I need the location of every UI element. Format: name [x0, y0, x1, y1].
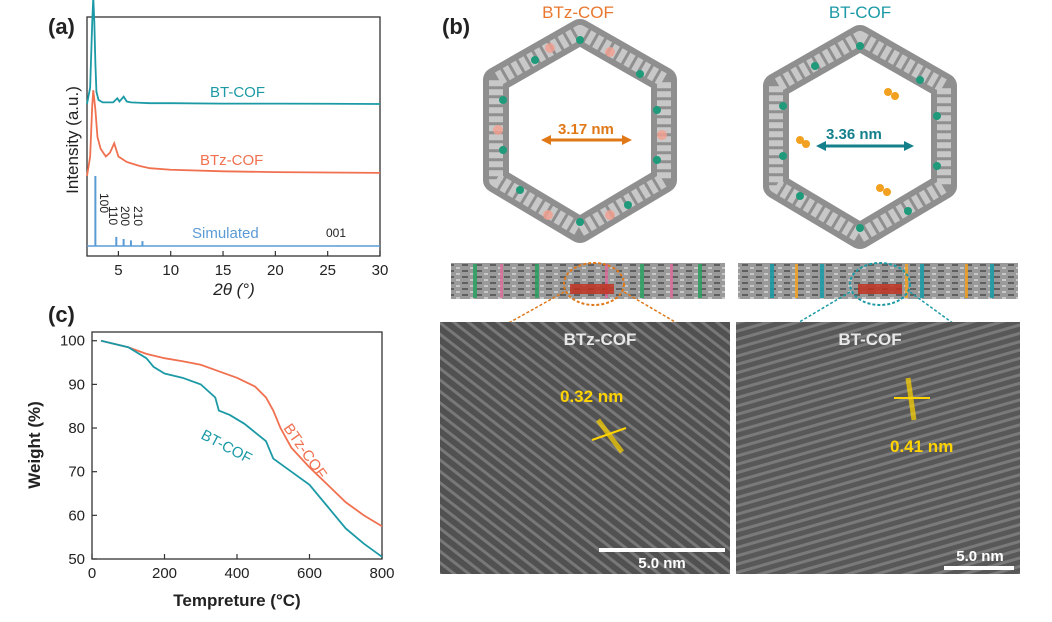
scale-bar-bt: 5.0 nm — [956, 548, 1004, 565]
miller-200: 200 — [118, 206, 132, 226]
panel-label-c: (c) — [48, 302, 75, 327]
tga-xtick-label: 400 — [224, 565, 249, 582]
pxrd-label-bt: BT-COF — [210, 84, 265, 101]
tga-ytick-label: 60 — [68, 507, 85, 524]
pxrd-series-btz-cof — [86, 90, 381, 177]
tga-ytick-label: 100 — [60, 333, 85, 350]
tga-series-btz-cof — [100, 339, 383, 528]
pore-size-btz: 3.17 nm — [558, 121, 614, 138]
miller-110: 110 — [106, 206, 120, 225]
structure-title-btz: BTz-COF — [542, 3, 614, 22]
pxrd-xtick-label: 10 — [162, 262, 179, 279]
miller-100: 100 — [97, 193, 111, 213]
panel-label-b: (b) — [442, 14, 470, 39]
pxrd-series-bt-cof — [86, 0, 381, 105]
tga-ylabel: Weight (%) — [25, 401, 44, 489]
tga-ytick-label: 70 — [68, 464, 85, 481]
tem-label-bt: BT-COF — [838, 330, 901, 349]
pxrd-xtick-label: 15 — [215, 262, 232, 279]
structure-title-bt: BT-COF — [829, 3, 891, 22]
tga-xtick-label: 600 — [297, 565, 322, 582]
tga-ytick-label: 80 — [68, 420, 85, 437]
tga-label-bt: BT-COF — [198, 427, 255, 468]
lattice-spacing-bt: 0.41 nm — [890, 437, 953, 456]
miller-001: 001 — [326, 226, 346, 240]
lattice-spacing-btz: 0.32 nm — [560, 387, 623, 406]
scale-bar-btz: 5.0 nm — [638, 555, 686, 572]
lattice-marker-btz — [591, 418, 627, 454]
bt-framework-image — [763, 25, 957, 249]
tga-xtick-label: 0 — [88, 565, 96, 582]
tga-label-btz: BTz-COF — [280, 421, 330, 483]
pxrd-label-btz: BTz-COF — [200, 152, 263, 169]
bt-stacking-image — [738, 262, 1018, 306]
pxrd-label-simulated: Simulated — [192, 225, 259, 242]
pxrd-xtick-label: 5 — [114, 262, 122, 279]
pxrd-ylabel: Intensity (a.u.) — [63, 86, 82, 194]
panel-label-a: (a) — [48, 14, 75, 39]
miller-210: 210 — [131, 206, 145, 226]
tga-chart: 0 200 400 600 800 50 60 70 80 90 100 BT-COF BTz-CO… — [25, 331, 395, 610]
tem-image-bt — [736, 322, 1020, 574]
tem-label-btz: BTz-COF — [564, 330, 637, 349]
pxrd-xtick-label: 20 — [267, 262, 284, 279]
tga-ytick-label: 50 — [68, 551, 85, 568]
pxrd-chart: 5 10 15 20 25 30 BT-COF BTz-COF Simulated 100… — [63, 0, 388, 299]
structure-panel: BTz-COF BT-COF 3.17 nm — [440, 3, 1020, 574]
tga-xtick-label: 800 — [369, 565, 394, 582]
pxrd-plot-frame — [86, 16, 381, 257]
btz-stacking-image — [451, 262, 725, 306]
tga-xtick-label: 200 — [152, 565, 177, 582]
tga-series-bt-cof — [100, 339, 383, 558]
pore-size-bt: 3.36 nm — [826, 126, 882, 143]
btz-framework-image — [483, 19, 677, 243]
tem-image-btz — [440, 322, 730, 574]
lattice-marker-bt — [894, 377, 930, 421]
pxrd-xlabel: 2θ (°) — [212, 280, 255, 299]
pxrd-xtick-label: 25 — [319, 262, 336, 279]
tga-ytick-label: 90 — [68, 376, 85, 393]
pxrd-xtick-label: 30 — [372, 262, 389, 279]
tga-xlabel: Tempreture (°C) — [173, 591, 300, 610]
